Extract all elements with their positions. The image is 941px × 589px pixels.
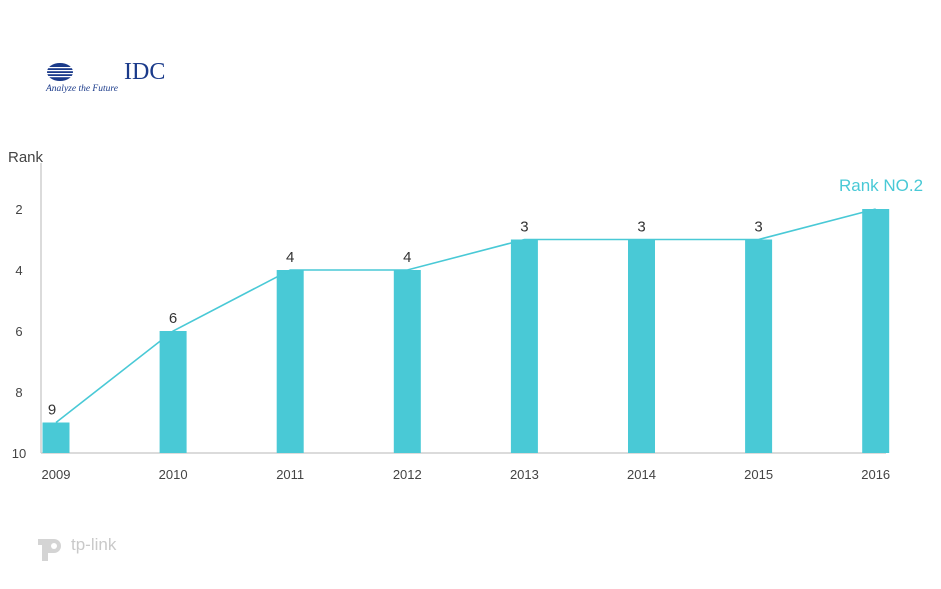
y-tick-label: 4: [15, 263, 22, 278]
y-tick-label: 6: [15, 324, 22, 339]
bar-2009: [42, 422, 70, 453]
idc-globe-icon: [46, 63, 74, 81]
x-tick-label: 2013: [510, 467, 539, 482]
rank-callout: Rank NO.2: [839, 176, 923, 195]
data-label: 3: [754, 219, 762, 236]
bars: [42, 209, 890, 453]
y-tick-label: 8: [15, 385, 22, 400]
tplink-wordmark: tp-link: [71, 535, 117, 554]
data-label: 9: [48, 402, 56, 419]
bar-2010: [159, 331, 187, 453]
trend-line: [55, 208, 876, 424]
bar-2015: [745, 239, 773, 453]
idc-wordmark: IDC: [124, 59, 166, 85]
x-tick-label: 2015: [744, 467, 773, 482]
data-label: 3: [637, 219, 645, 236]
tplink-logo: tp-link: [34, 529, 144, 563]
data-label: 4: [403, 249, 411, 266]
bar-2014: [628, 239, 655, 453]
x-tick-label: 2012: [393, 467, 422, 482]
data-label: 4: [286, 249, 294, 266]
data-labels: 9 6 4 4 3 3 3: [48, 219, 763, 419]
bar-2016: [862, 209, 890, 453]
x-tick-label: 2010: [159, 467, 188, 482]
y-tick-label: 10: [12, 446, 26, 461]
idc-tagline: Analyze the Future: [46, 84, 118, 94]
x-ticks: 2009 2010 2011 2012 2013 2014 2015 2016: [42, 467, 891, 482]
y-tick-label: 2: [15, 202, 22, 217]
x-tick-label: 2014: [627, 467, 656, 482]
x-tick-label: 2009: [42, 467, 71, 482]
y-ticks: 2 4 6 8 10: [12, 202, 26, 461]
idc-logo: IDC Analyze the Future: [46, 60, 166, 100]
tplink-mark-icon: [38, 539, 61, 561]
bar-2013: [510, 239, 538, 453]
x-tick-label: 2011: [276, 467, 304, 482]
bar-2011: [276, 270, 304, 453]
x-tick-label: 2016: [861, 467, 890, 482]
y-axis-title: Rank: [8, 149, 44, 166]
trend-line-group: [55, 208, 876, 424]
data-label: 6: [169, 310, 177, 327]
data-label: 3: [520, 219, 528, 236]
bar-2012: [393, 270, 421, 453]
